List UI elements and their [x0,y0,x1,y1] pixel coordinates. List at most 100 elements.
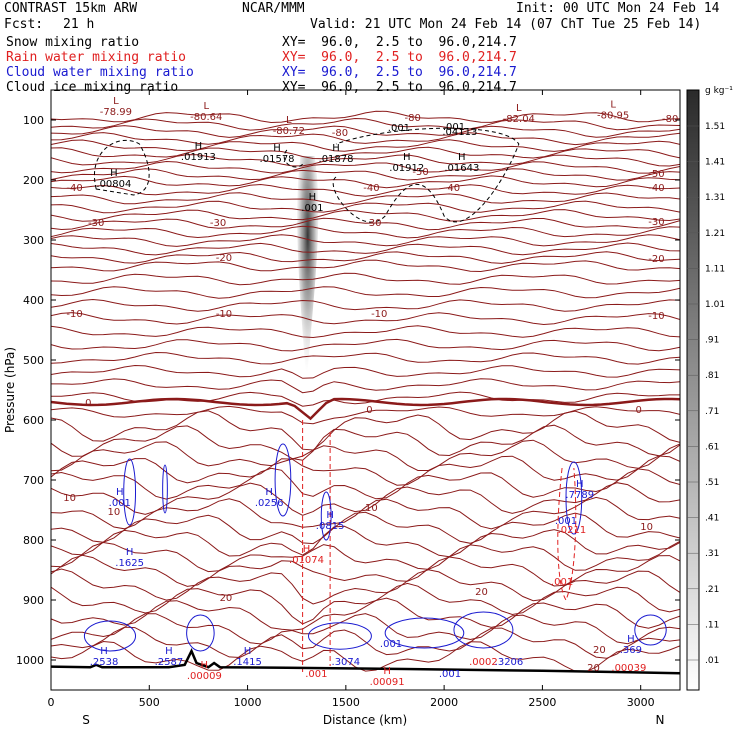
colorbar-label: .41 [705,514,719,524]
colorbar-label: 1.01 [705,300,725,310]
temperature-contour [51,160,680,174]
extremum-value: .01643 [444,163,479,174]
extremum-value: .1625 [115,558,144,569]
x-tick-label: 0 [48,696,55,709]
temperature-contour-label: 10 [640,522,653,533]
temperature-contour [51,325,680,339]
extremum-value: .369 [620,645,642,656]
extremum-value: .01913 [181,152,216,163]
temperature-contour [51,168,680,181]
y-tick-label: 500 [23,354,44,367]
cloud-ice-contour [283,149,305,168]
cloud-water-contour [565,461,583,535]
extremum-marker: H [309,192,317,203]
extremum-value: .1415 [233,657,262,668]
colorbar-label: .01 [705,656,719,666]
cloud-water-contour [384,617,465,649]
temperature-contour [51,455,680,486]
extremum-value: .01878 [319,154,354,165]
extremum-marker: L [203,101,209,112]
colorbar-label: .81 [705,371,719,381]
temperature-contour-label: -40 [363,183,379,194]
temperature-contour [51,146,680,160]
colorbar-label: .51 [705,478,719,488]
temperature-contour [51,286,680,299]
valid-time: Valid: 21 UTC Mon 24 Feb 14 (07 ChT Tue … [310,17,702,32]
extremum-marker: H [273,143,281,154]
temperature-contour-label: -50 [648,169,664,180]
colorbar-label: .11 [705,620,719,630]
temperature-contour [51,540,680,573]
temperature-contour [51,467,680,500]
extremum-value: .001 [109,498,131,509]
field-cloud-water-name: Cloud water mixing ratio [6,65,194,80]
temperature-contour-label: -20 [648,254,664,265]
snow-mixing-ratio-shading [297,156,319,384]
extremum-value: .0002 [469,657,498,668]
y-tick-label: 700 [23,474,44,487]
colorbar-label: 1.51 [705,122,725,132]
temperature-contour-label: 0 [85,398,91,409]
temperature-contour-label: -20 [216,253,232,264]
temperature-contour-label: 10 [63,493,76,504]
field-cloud-ice-xy: XY= 96.0, 2.5 to 96.0,214.7 [282,80,517,95]
temperature-contour [51,125,680,138]
temperature-contour [51,242,680,256]
extremum-value: .01578 [260,154,295,165]
temperature-contour [51,200,680,214]
field-cloud-water-xy: XY= 96.0, 2.5 to 96.0,214.7 [282,65,517,80]
temperature-contour [51,175,680,189]
field-cloud-ice-name: Cloud ice mixing ratio [6,80,179,95]
extremum-value: .001 [439,669,461,680]
temperature-contour [51,511,680,545]
temperature-contour [51,391,680,407]
temperature-contour [51,183,680,197]
temperature-contour-label: -30 [210,218,226,229]
temperature-contour [51,117,680,131]
temperature-contour [51,217,680,231]
colorbar-label: .91 [705,336,719,346]
field-snow-name: Snow mixing ratio [6,35,140,50]
extremum-value: .2587 [155,657,184,668]
extremum-value: .001 [388,123,410,134]
temperature-contour [51,272,680,286]
temperature-contour [51,132,680,146]
extremum-marker: H [458,152,466,163]
temperature-contour [51,154,680,167]
extremum-value: .0815 [316,521,345,532]
extremum-value: .2538 [90,657,119,668]
temperature-contour [51,597,680,631]
colorbar-label: .71 [705,407,719,417]
temperature-contour-label: -40 [66,183,82,194]
temperature-contour-label: -10 [371,309,387,320]
org-label: NCAR/MMM [242,1,305,16]
x-axis-title: Distance (km) [323,713,407,727]
y-tick-label: 200 [23,174,44,187]
x-tick-label: 1500 [332,696,360,709]
extremum-marker: H [332,143,340,154]
extremum-value: -78.99 [100,107,132,118]
extremum-value: .00091 [370,677,405,688]
forecast-label: Fcst: [4,17,44,32]
extremum-value: .3074 [332,657,361,668]
temperature-contour-label: -30 [648,217,664,228]
temperature-contour [51,439,680,472]
temperature-contour-label: -50 [412,167,428,178]
temperature-contour [51,110,680,124]
extremum-value: .04113 [442,127,477,138]
cloud-water-contour [162,464,168,514]
cloud-water-contour [186,614,215,652]
temperature-contour-label: 20 [220,593,233,604]
terrain-surface-line [51,647,680,675]
extremum-value: -80.64 [190,112,222,123]
forecast-value: 21 h [63,17,95,32]
cloud-water-contour [83,620,137,652]
cloud-water-contour [453,611,514,649]
model-title: CONTRAST 15km ARW [4,1,138,16]
temperature-contour [51,234,680,247]
x-tick-label: 2500 [528,696,556,709]
temperature-contour-label: -80 [332,128,348,139]
temperature-contour [51,554,680,587]
extremum-value: .001 [305,669,327,680]
extremum-value: .0256 [255,498,284,509]
